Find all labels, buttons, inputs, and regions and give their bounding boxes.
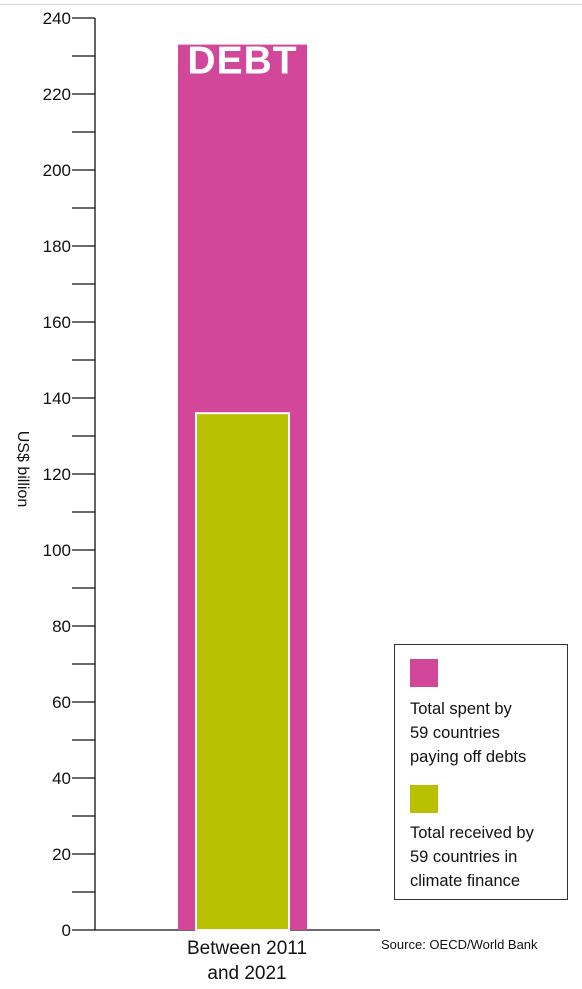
x-category-label-line-1: Between 2011 xyxy=(186,938,308,959)
y-tick-label: 220 xyxy=(43,85,71,104)
legend-label-debt-line-2: 59 countries xyxy=(410,724,500,742)
y-tick-label: 160 xyxy=(43,313,71,332)
y-axis: 0 20 40 60 80 100 120 140 160 180 200 220 240 xyxy=(43,9,380,940)
legend-label-debt: Total spent by 59 countries paying off d… xyxy=(410,697,565,769)
source-note: Source: OECD/World Bank xyxy=(381,937,538,952)
legend-label-debt-line-1: Total spent by xyxy=(410,700,512,718)
legend-label-climate: Total received by 59 countries in climat… xyxy=(410,821,565,893)
top-rule xyxy=(0,4,582,5)
legend-swatch-debt xyxy=(410,659,438,687)
bars: DEBT xyxy=(178,40,307,931)
x-category-label-line-2: and 2021 xyxy=(207,963,287,984)
legend-label-climate-line-3: climate finance xyxy=(410,872,521,890)
legend: Total spent by 59 countries paying off d… xyxy=(394,644,568,900)
y-tick-label: 40 xyxy=(52,769,71,788)
y-tick-label: 20 xyxy=(52,845,71,864)
y-tick-label: 240 xyxy=(43,9,71,28)
y-tick-label: 100 xyxy=(43,541,71,560)
legend-label-climate-line-2: 59 countries in xyxy=(410,848,518,866)
y-tick-label: 0 xyxy=(62,921,71,940)
bar-label-debt: DEBT xyxy=(187,40,297,83)
y-tick-label: 120 xyxy=(43,465,71,484)
y-tick-label: 80 xyxy=(52,617,71,636)
x-category-label: Between 2011 and 2021 xyxy=(142,936,352,986)
legend-label-debt-line-3: paying off debts xyxy=(410,748,527,766)
bar-climate xyxy=(195,412,290,931)
y-tick-label: 200 xyxy=(43,161,71,180)
y-tick-label: 60 xyxy=(52,693,71,712)
legend-swatch-climate xyxy=(410,785,438,813)
legend-label-climate-line-1: Total received by xyxy=(410,824,534,842)
y-axis-title: US$ billion xyxy=(14,430,31,508)
y-tick-label: 180 xyxy=(43,237,71,256)
y-tick-label: 140 xyxy=(43,389,71,408)
